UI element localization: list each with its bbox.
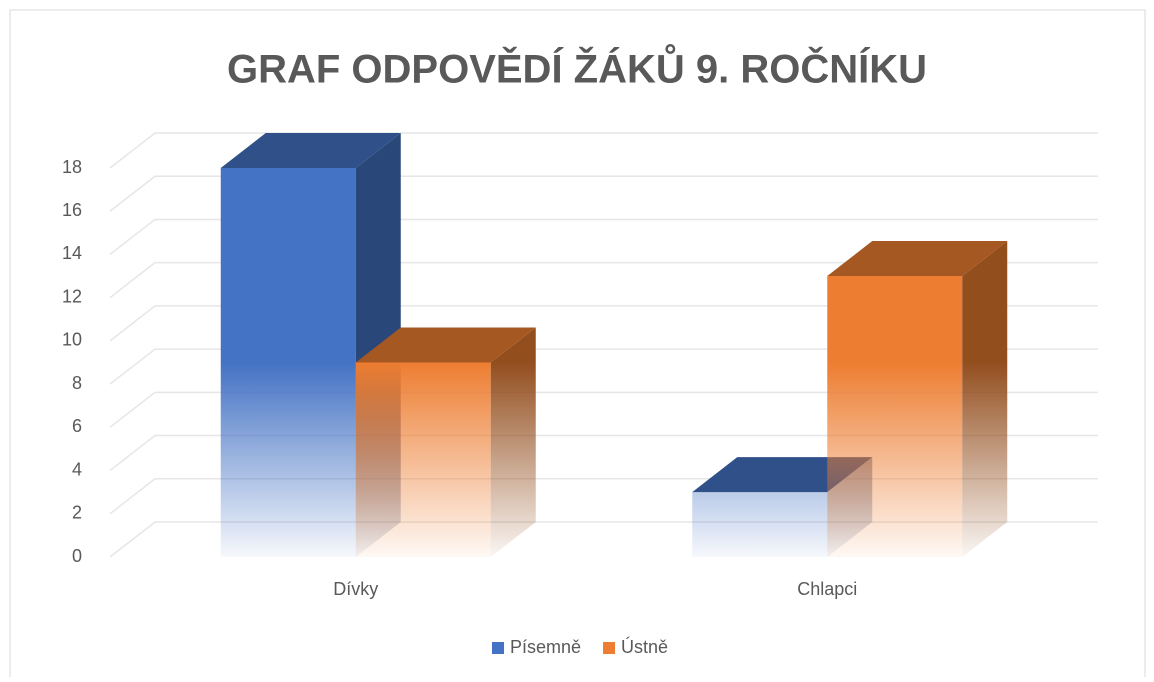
grid-line: [109, 305, 1098, 342]
grid-line: [109, 434, 1098, 472]
y-tick-label: 18: [62, 157, 82, 177]
y-tick-label: 12: [62, 286, 82, 306]
bar-front: [692, 492, 828, 557]
grid-line: [109, 175, 1098, 212]
y-tick-label: 10: [62, 330, 82, 350]
bar-front: [220, 168, 356, 557]
y-tick-label: 16: [62, 200, 82, 220]
bar-top: [355, 327, 536, 363]
bar-side: [962, 241, 1008, 558]
x-tick-label: Chlapci: [797, 579, 857, 599]
legend-label: Ústně: [621, 636, 668, 657]
y-tick-label: 0: [72, 546, 82, 566]
legend-swatch: [492, 642, 504, 654]
bar-side: [490, 327, 536, 557]
x-tick-label: Dívky: [333, 579, 378, 599]
y-tick-label: 6: [72, 416, 82, 436]
bar-top: [220, 133, 401, 168]
grid-line: [109, 132, 1098, 169]
grid-line: [109, 218, 1098, 256]
legend-label: Písemně: [510, 637, 581, 657]
bar-front: [355, 362, 491, 557]
grid-line: [109, 261, 1098, 299]
bar-top: [827, 241, 1008, 277]
y-tick-label: 4: [72, 459, 82, 479]
bar-front: [827, 276, 963, 557]
y-tick-label: 8: [72, 373, 82, 393]
y-tick-label: 2: [72, 503, 82, 523]
grid-line: [109, 391, 1098, 428]
chart-title: GRAF ODPOVĚDÍ ŽÁKŮ 9. ROČNÍKU: [227, 43, 927, 92]
y-tick-label: 14: [62, 243, 82, 263]
grid-line: [109, 348, 1098, 385]
legend-swatch: [603, 642, 616, 654]
